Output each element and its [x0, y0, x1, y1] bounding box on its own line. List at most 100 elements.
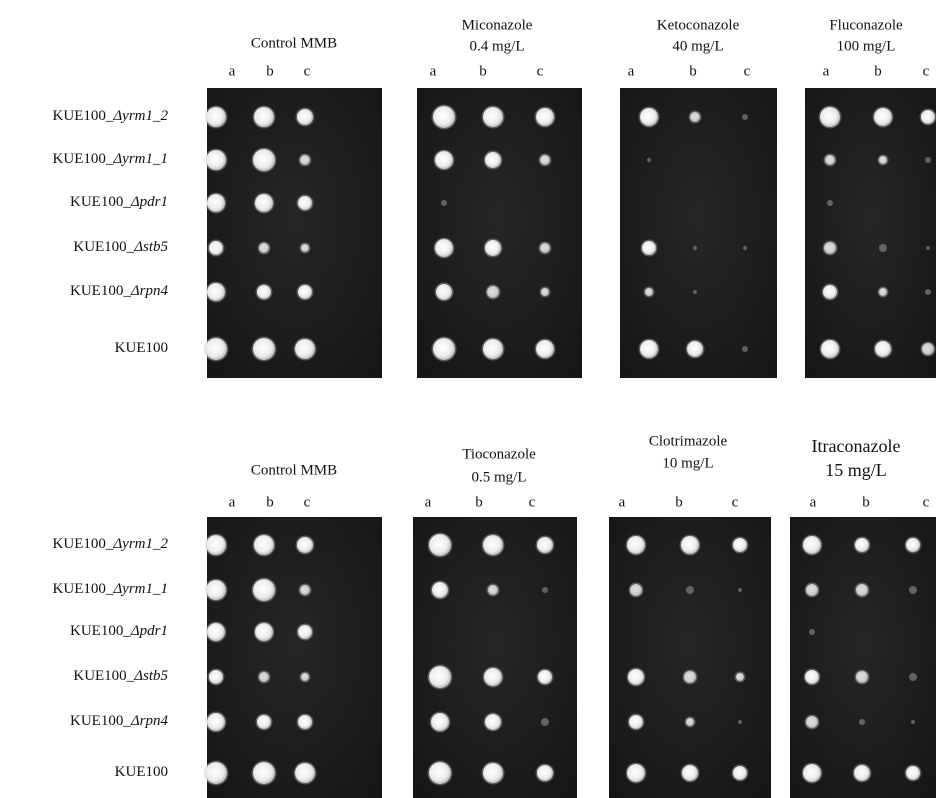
colony-spot	[432, 582, 448, 598]
colony-spot	[300, 585, 310, 595]
colony-spot	[926, 246, 930, 250]
row-label: KUE100_Δstb5	[73, 668, 168, 684]
colony-spot	[259, 243, 269, 253]
colony-spot	[295, 763, 315, 783]
colony-spot	[686, 718, 694, 726]
column-label: b	[862, 494, 870, 510]
colony-spot	[806, 584, 818, 596]
colony-spot	[253, 579, 275, 601]
colony-spot	[925, 289, 931, 295]
colony-spot	[295, 339, 315, 359]
colony-spot	[640, 108, 658, 126]
strain-prefix: KUE100_	[70, 194, 131, 210]
agar-plate	[620, 88, 777, 378]
colony-spot	[300, 155, 310, 165]
colony-spot	[693, 246, 697, 250]
colony-spot	[628, 669, 644, 685]
colony-spot	[681, 536, 699, 554]
colony-spot	[483, 763, 503, 783]
plate-header: Miconazole	[462, 17, 533, 33]
colony-spot	[435, 239, 453, 257]
colony-spot	[642, 241, 656, 255]
colony-spot	[627, 536, 645, 554]
colony-spot	[536, 108, 554, 126]
column-label: a	[619, 494, 626, 510]
colony-spot	[483, 107, 503, 127]
plate-header: Clotrimazole	[649, 433, 728, 449]
colony-spot	[738, 720, 742, 724]
column-label: a	[425, 494, 432, 510]
colony-spot	[875, 341, 891, 357]
colony-spot	[297, 109, 313, 125]
agar-plate	[790, 517, 936, 798]
strain-deletion: Δyrm1_1	[112, 151, 168, 167]
colony-spot	[682, 765, 698, 781]
colony-spot	[483, 339, 503, 359]
strain-prefix: KUE100_	[53, 581, 114, 597]
colony-spot	[854, 765, 870, 781]
row-label: KUE100	[115, 340, 168, 356]
colony-spot	[686, 586, 694, 594]
strain-deletion: Δpdr1	[130, 623, 168, 639]
colony-spot	[805, 670, 819, 684]
plate-header: 10 mg/L	[662, 455, 713, 471]
column-label: b	[266, 494, 274, 510]
colony-spot	[738, 588, 742, 592]
colony-spot	[431, 713, 449, 731]
column-label: a	[430, 63, 437, 79]
row-label: KUE100_Δrpn4	[70, 283, 168, 299]
colony-spot	[911, 720, 915, 724]
plate-header: 15 mg/L	[825, 460, 887, 480]
column-label: a	[628, 63, 635, 79]
strain-deletion: Δpdr1	[130, 194, 168, 210]
colony-spot	[253, 338, 275, 360]
plate-header: Itraconazole	[812, 436, 901, 456]
agar-plate	[609, 517, 771, 798]
row-label: KUE100_Δpdr1	[70, 623, 168, 639]
strain-prefix: KUE100_	[70, 623, 131, 639]
colony-spot	[205, 338, 227, 360]
column-label: c	[304, 494, 311, 510]
colony-spot	[733, 766, 747, 780]
colony-spot	[855, 538, 869, 552]
colony-spot	[906, 766, 920, 780]
colony-spot	[429, 534, 451, 556]
colony-spot	[909, 586, 917, 594]
plate-header: 100 mg/L	[837, 38, 896, 54]
colony-spot	[485, 714, 501, 730]
strain-deletion: Δyrm1_1	[112, 581, 168, 597]
row-label: KUE100_Δyrm1_1	[53, 581, 168, 597]
colony-spot	[206, 150, 226, 170]
column-label: b	[675, 494, 683, 510]
colony-spot	[540, 155, 550, 165]
colony-spot	[906, 538, 920, 552]
panel: KUE100_Δyrm1_2KUE100_Δyrm1_1KUE100_Δpdr1…	[53, 17, 936, 378]
colony-spot	[925, 157, 931, 163]
agar-plate	[413, 517, 577, 798]
plate-header: 0.4 mg/L	[470, 38, 525, 54]
colony-spot	[629, 715, 643, 729]
column-label: b	[689, 63, 697, 79]
strain-prefix: KUE100_	[73, 239, 134, 255]
strain-deletion: Δyrm1_2	[112, 536, 168, 552]
colony-spot	[209, 670, 223, 684]
panel: KUE100_Δyrm1_2KUE100_Δyrm1_1KUE100_Δpdr1…	[53, 433, 936, 798]
colony-spot	[921, 110, 935, 124]
colony-spot	[207, 713, 225, 731]
colony-spot	[821, 340, 839, 358]
row-label: KUE100_Δyrm1_2	[53, 536, 169, 552]
strain-prefix: KUE100_	[53, 151, 114, 167]
colony-spot	[429, 666, 451, 688]
colony-spot	[485, 240, 501, 256]
colony-spot	[806, 716, 818, 728]
colony-spot	[825, 155, 835, 165]
colony-spot	[693, 290, 697, 294]
colony-spot	[433, 338, 455, 360]
colony-spot	[536, 340, 554, 358]
colony-spot	[742, 114, 748, 120]
colony-spot	[298, 285, 312, 299]
colony-spot	[803, 536, 821, 554]
